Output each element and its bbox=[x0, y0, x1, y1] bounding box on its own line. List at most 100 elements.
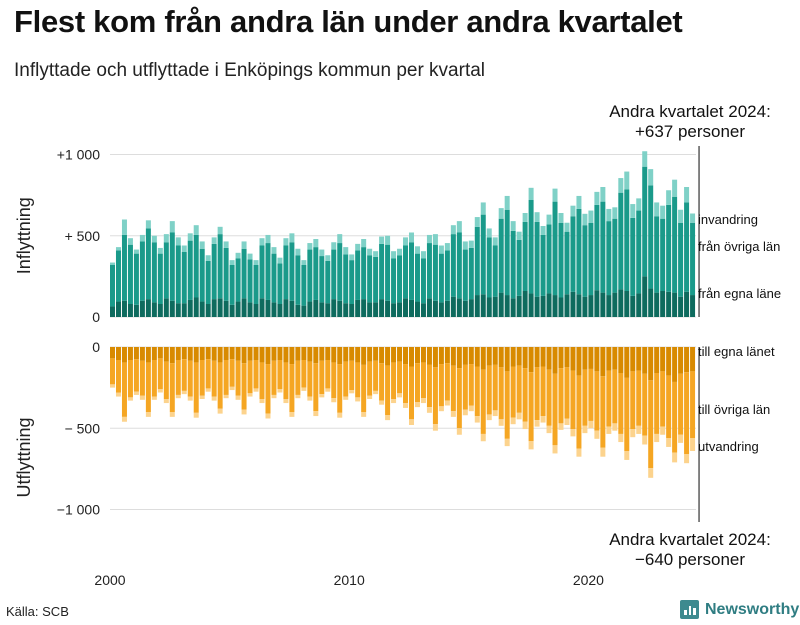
bar-in-egna bbox=[169, 300, 175, 317]
bar-ut-ovriga bbox=[624, 377, 630, 451]
bar-ut-ovriga bbox=[642, 373, 648, 436]
bar-in-invandring bbox=[211, 237, 217, 244]
bar-in-ovriga bbox=[504, 209, 510, 296]
bar-in-ovriga bbox=[331, 249, 337, 300]
bar-in-invandring bbox=[462, 241, 468, 250]
bar-ut-egna bbox=[582, 347, 588, 370]
bar-in-egna bbox=[127, 304, 133, 317]
bar-in-invandring bbox=[594, 191, 600, 205]
bar-ut-egna bbox=[606, 347, 612, 371]
bar-ut-ovriga bbox=[211, 360, 217, 397]
bar-ut-egna bbox=[480, 347, 486, 370]
bar-ut-ovriga bbox=[516, 365, 522, 413]
bar-in-egna bbox=[343, 303, 349, 317]
newsworthy-logo: Newsworthy bbox=[680, 600, 799, 619]
bar-in-invandring bbox=[355, 243, 361, 251]
bar-in-ovriga bbox=[247, 259, 253, 303]
x-tick-label: 2000 bbox=[94, 572, 125, 588]
bar-ut-utvandring bbox=[355, 397, 361, 402]
bar-ut-utvandring bbox=[367, 395, 373, 399]
bar-ut-ovriga bbox=[414, 363, 420, 403]
bar-in-ovriga bbox=[127, 244, 133, 304]
bar-in-egna bbox=[211, 299, 217, 317]
bar-ut-ovriga bbox=[205, 359, 211, 389]
bar-in-invandring bbox=[432, 234, 438, 245]
bar-ut-ovriga bbox=[474, 366, 480, 417]
bar-in-egna bbox=[510, 298, 516, 317]
bar-ut-ovriga bbox=[510, 366, 516, 418]
bar-ut-egna bbox=[540, 347, 546, 367]
bar-ut-egna bbox=[666, 347, 672, 376]
bar-ut-ovriga bbox=[540, 366, 546, 417]
bar-ut-ovriga bbox=[289, 364, 295, 412]
bar-in-egna bbox=[337, 300, 343, 317]
bar-in-egna bbox=[432, 300, 438, 317]
bar-ut-egna bbox=[349, 347, 355, 361]
top-y-tick-label: +1 000 bbox=[57, 147, 100, 163]
bar-in-egna bbox=[684, 291, 690, 317]
bar-in-ovriga bbox=[157, 253, 163, 304]
bar-in-egna bbox=[121, 300, 127, 317]
bar-ut-egna bbox=[181, 347, 187, 360]
bar-in-ovriga bbox=[636, 210, 642, 294]
chart-subtitle: Inflyttade och utflyttade i Enköpings ko… bbox=[14, 60, 486, 81]
bar-ut-ovriga bbox=[492, 364, 498, 411]
bar-in-invandring bbox=[337, 234, 343, 244]
bar-ut-egna bbox=[432, 347, 438, 368]
bar-in-invandring bbox=[420, 251, 426, 259]
bar-ut-utvandring bbox=[474, 416, 480, 423]
bar-ut-ovriga bbox=[133, 359, 139, 392]
bar-in-invandring bbox=[678, 209, 684, 223]
bar-in-egna bbox=[133, 304, 139, 317]
bar-ut-utvandring bbox=[414, 402, 420, 408]
bar-in-invandring bbox=[235, 252, 241, 259]
bar-in-ovriga bbox=[582, 225, 588, 297]
bar-in-ovriga bbox=[187, 240, 193, 300]
bar-in-ovriga bbox=[295, 255, 301, 305]
bar-in-egna bbox=[624, 291, 630, 317]
bar-in-invandring bbox=[438, 245, 444, 254]
bar-ut-egna bbox=[486, 347, 492, 366]
bar-ut-utvandring bbox=[564, 418, 570, 425]
bar-in-ovriga bbox=[588, 222, 594, 296]
bar-ut-utvandring bbox=[642, 435, 648, 445]
bar-in-egna bbox=[468, 299, 474, 317]
bar-ut-ovriga bbox=[648, 380, 654, 469]
bar-in-invandring bbox=[301, 260, 307, 265]
bar-ut-egna bbox=[259, 347, 265, 363]
bar-ut-ovriga bbox=[127, 360, 133, 398]
bar-in-invandring bbox=[600, 187, 606, 202]
bar-ut-ovriga bbox=[403, 364, 409, 404]
chart-area: 0 + 500 +1 000 0 − 500 −1 000 Inflyttning Utfly… bbox=[14, 102, 781, 588]
bar-in-invandring bbox=[684, 187, 690, 203]
bar-in-egna bbox=[414, 301, 420, 317]
bar-in-egna bbox=[385, 300, 391, 317]
bar-in-ovriga bbox=[606, 221, 612, 296]
bar-ut-egna bbox=[211, 347, 217, 361]
bar-in-ovriga bbox=[678, 222, 684, 297]
bar-ut-ovriga bbox=[157, 358, 163, 390]
bar-ut-utvandring bbox=[630, 429, 636, 438]
bar-in-egna bbox=[636, 293, 642, 317]
bar-ut-utvandring bbox=[558, 423, 564, 430]
bar-ut-utvandring bbox=[468, 405, 474, 412]
bar-ut-egna bbox=[283, 347, 289, 363]
bar-in-ovriga bbox=[349, 260, 355, 304]
bar-ut-utvandring bbox=[283, 399, 289, 404]
bar-ut-utvandring bbox=[600, 447, 606, 457]
bar-ut-ovriga bbox=[558, 368, 564, 424]
bar-in-invandring bbox=[229, 260, 235, 265]
bar-in-invandring bbox=[145, 220, 151, 229]
bar-in-invandring bbox=[199, 241, 205, 249]
bottom-y-tick-label: 0 bbox=[92, 339, 100, 355]
bar-ut-ovriga bbox=[444, 363, 450, 401]
bottom-y-tick-label: −1 000 bbox=[57, 502, 100, 518]
bar-ut-ovriga bbox=[564, 367, 570, 419]
bar-ut-egna bbox=[414, 347, 420, 364]
bar-in-invandring bbox=[648, 169, 654, 186]
bar-ut-utvandring bbox=[492, 410, 498, 417]
bar-ut-egna bbox=[510, 347, 516, 367]
bar-in-ovriga bbox=[151, 242, 157, 303]
bar-in-invandring bbox=[223, 241, 229, 248]
bar-ut-ovriga bbox=[169, 363, 175, 412]
